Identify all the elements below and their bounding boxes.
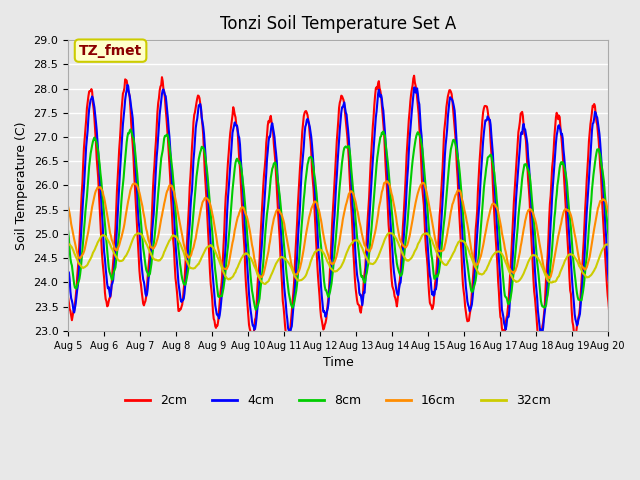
16cm (416, 184, 424, 190)
2cm (237, 194, 245, 200)
16cm (237, 204, 245, 210)
Line: 4cm: 4cm (68, 85, 640, 332)
4cm (449, 97, 456, 103)
2cm (449, 107, 457, 112)
2cm (248, 338, 256, 344)
X-axis label: Time: Time (323, 356, 353, 369)
2cm (64, 295, 72, 301)
4cm (539, 329, 547, 335)
4cm (416, 114, 424, 120)
8cm (417, 137, 425, 143)
4cm (239, 175, 246, 181)
32cm (449, 251, 457, 256)
2cm (289, 299, 296, 304)
32cm (237, 255, 245, 261)
16cm (545, 276, 553, 281)
32cm (387, 230, 394, 236)
16cm (288, 263, 296, 269)
16cm (64, 204, 72, 210)
2cm (417, 152, 425, 158)
4cm (64, 269, 72, 275)
Line: 2cm: 2cm (68, 76, 640, 341)
8cm (132, 163, 140, 169)
16cm (449, 202, 456, 207)
Title: Tonzi Soil Temperature Set A: Tonzi Soil Temperature Set A (220, 15, 456, 33)
16cm (383, 179, 391, 184)
8cm (252, 307, 260, 312)
Legend: 2cm, 4cm, 8cm, 16cm, 32cm: 2cm, 4cm, 8cm, 16cm, 32cm (120, 389, 556, 412)
8cm (268, 170, 275, 176)
8cm (449, 137, 457, 143)
Line: 8cm: 8cm (68, 130, 640, 310)
8cm (289, 303, 297, 309)
2cm (132, 198, 140, 204)
2cm (267, 113, 275, 119)
8cm (239, 174, 246, 180)
8cm (64, 228, 72, 234)
4cm (132, 180, 140, 185)
Text: TZ_fmet: TZ_fmet (79, 44, 142, 58)
16cm (266, 239, 274, 244)
32cm (289, 268, 296, 274)
16cm (132, 181, 140, 187)
4cm (124, 82, 131, 88)
32cm (261, 281, 269, 287)
Y-axis label: Soil Temperature (C): Soil Temperature (C) (15, 121, 28, 250)
32cm (417, 235, 425, 241)
32cm (267, 273, 275, 279)
4cm (289, 314, 296, 320)
32cm (132, 232, 140, 238)
2cm (410, 73, 418, 79)
8cm (127, 127, 134, 132)
4cm (267, 128, 275, 134)
Line: 32cm: 32cm (68, 233, 640, 284)
Line: 16cm: 16cm (68, 181, 640, 278)
32cm (64, 241, 72, 247)
